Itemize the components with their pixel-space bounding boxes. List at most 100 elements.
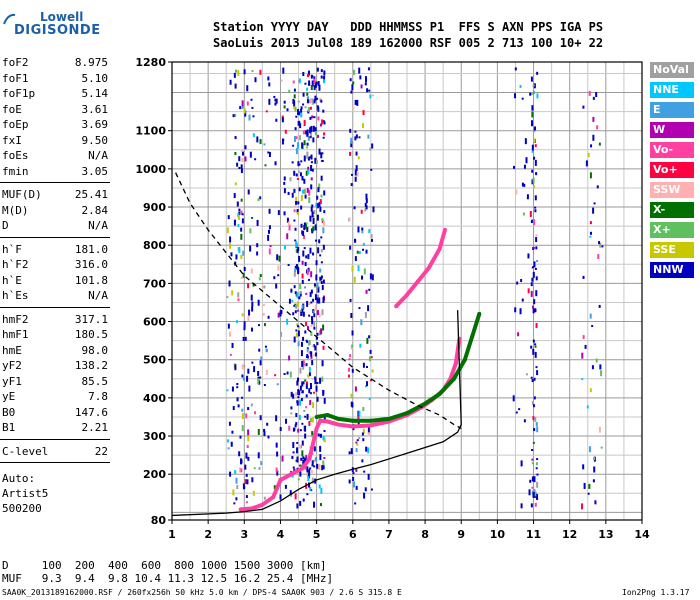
echo-point [323, 210, 326, 214]
echo-point [367, 134, 370, 139]
echo-point [296, 441, 299, 444]
echo-point [303, 188, 306, 194]
echo-point [365, 289, 368, 294]
echo-point [523, 164, 526, 169]
echo-point [592, 134, 595, 141]
y-tick-label: 800 [143, 239, 166, 252]
echo-point [353, 276, 356, 283]
echo-point [590, 144, 593, 148]
echo-point [247, 189, 250, 195]
echo-point [362, 123, 365, 129]
echo-point [534, 209, 537, 213]
echo-point [273, 485, 276, 490]
echo-point [514, 67, 517, 71]
echo-point [298, 187, 301, 192]
echo-point [243, 108, 246, 114]
param-value: 316.0 [74, 258, 108, 271]
param-value: 8.975 [74, 56, 108, 69]
echo-point [355, 448, 358, 453]
echo-point [320, 277, 323, 281]
echo-point [233, 193, 236, 199]
echo-point [306, 354, 309, 357]
param-name: fmin [2, 164, 29, 178]
echo-point [295, 136, 298, 140]
header-line-2: SaoLuis 2013 Jul08 189 162000 RSF 005 2 … [213, 36, 604, 50]
echo-point [318, 239, 321, 244]
echo-point [321, 376, 324, 382]
legend-item-sse: SSE [650, 242, 694, 258]
y-tick-label: 1100 [135, 125, 166, 138]
echo-point [305, 339, 308, 342]
trace-point [350, 418, 355, 423]
echo-point [279, 494, 282, 500]
echo-point [356, 172, 359, 177]
echo-point [368, 356, 371, 362]
param-value: 180.5 [74, 328, 108, 341]
echo-point [311, 460, 314, 467]
param-separator [0, 438, 110, 440]
echo-point [306, 187, 309, 193]
echo-point [307, 476, 310, 482]
echo-point [531, 144, 534, 151]
echo-point [232, 406, 235, 411]
echo-point [259, 69, 262, 75]
param-value: 181.0 [74, 242, 108, 256]
echo-point [598, 142, 601, 146]
echo-point [304, 379, 307, 382]
echo-point [530, 76, 533, 82]
echo-point [350, 448, 353, 455]
echo-point [297, 341, 300, 347]
echo-point [364, 202, 367, 207]
echo-point [310, 206, 313, 212]
echo-point [349, 245, 352, 250]
echo-point [280, 331, 283, 337]
echo-point [319, 280, 322, 284]
echo-point [369, 147, 372, 151]
echo-point [318, 484, 321, 489]
echo-point [234, 151, 237, 155]
echo-point [293, 336, 296, 343]
trace-point [368, 423, 373, 428]
echo-point [246, 375, 249, 382]
echo-point [304, 433, 307, 439]
echo-point [351, 368, 354, 373]
echo-point [305, 170, 308, 176]
echo-point [301, 260, 304, 265]
echo-point [357, 416, 360, 420]
echo-point [305, 224, 308, 230]
echo-point [308, 314, 311, 317]
echo-point [252, 133, 255, 138]
echo-point [310, 98, 313, 103]
echo-point [293, 270, 296, 277]
echo-point [293, 170, 296, 176]
echo-point [306, 97, 309, 104]
echo-point [362, 110, 365, 116]
echo-point [299, 429, 302, 432]
echo-point [235, 254, 238, 260]
echo-point [369, 94, 372, 99]
echo-point [274, 374, 277, 377]
echo-point [238, 212, 241, 216]
echo-point [321, 218, 324, 222]
echo-point [246, 101, 249, 106]
echo-point [321, 159, 324, 162]
echo-point [321, 309, 324, 316]
echo-point [363, 470, 366, 473]
echo-point [531, 379, 534, 383]
echo-point [300, 457, 303, 461]
echo-point [293, 106, 296, 110]
echo-point [314, 457, 317, 462]
echo-point [260, 461, 263, 466]
echo-point [357, 226, 360, 233]
echo-point [283, 188, 286, 194]
y-tick-label: 300 [143, 430, 166, 443]
echo-point [354, 176, 357, 182]
echo-point [320, 175, 323, 181]
echo-point [371, 143, 374, 149]
echo-point [275, 467, 278, 473]
echo-point [294, 265, 297, 270]
echo-point [364, 311, 367, 318]
echo-point [237, 292, 240, 298]
echo-point [240, 276, 243, 279]
